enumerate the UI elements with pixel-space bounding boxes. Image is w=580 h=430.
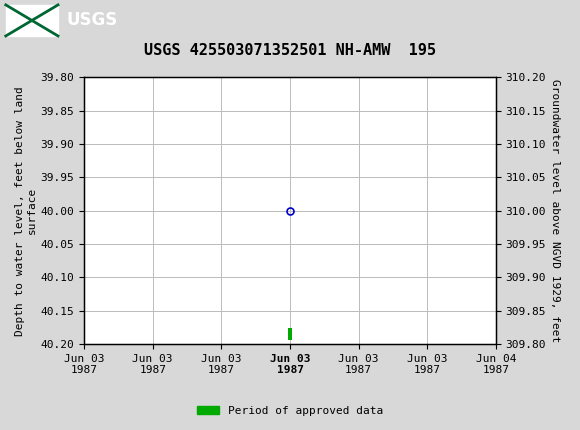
Y-axis label: Groundwater level above NGVD 1929, feet: Groundwater level above NGVD 1929, feet — [550, 79, 560, 342]
Bar — [288, 328, 292, 340]
Bar — [6, 5, 58, 36]
Text: USGS 425503071352501 NH-AMW  195: USGS 425503071352501 NH-AMW 195 — [144, 43, 436, 58]
Text: USGS: USGS — [67, 12, 118, 29]
Legend: Period of approved data: Period of approved data — [193, 401, 387, 420]
Y-axis label: Depth to water level, feet below land
surface: Depth to water level, feet below land su… — [15, 86, 37, 335]
